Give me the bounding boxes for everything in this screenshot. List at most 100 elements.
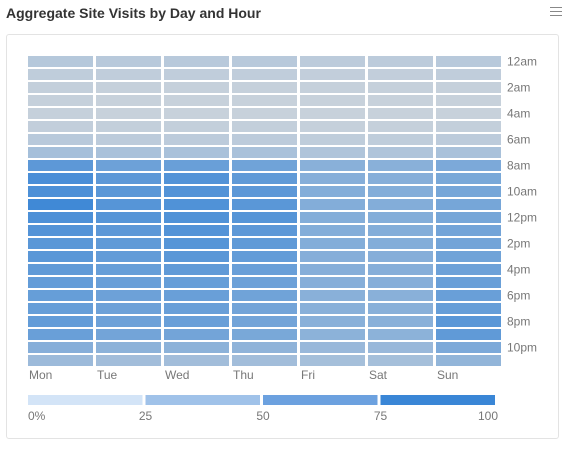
heatmap-cell[interactable]: Fri 10pm: 40 bbox=[300, 342, 365, 353]
heatmap-cell[interactable]: Sat 10pm: 40 bbox=[368, 342, 433, 353]
legend-color-band[interactable] bbox=[28, 395, 143, 405]
heatmap-cell[interactable]: Sat 12am: 18 bbox=[368, 56, 433, 67]
heatmap-cell[interactable]: Sun 4am: 11 bbox=[436, 108, 501, 119]
heatmap-cell[interactable]: Fri 11pm: 32 bbox=[300, 355, 365, 366]
heatmap-cell[interactable]: Fri 10am: 54 bbox=[300, 186, 365, 197]
heatmap-cell[interactable]: Tue 1am: 15 bbox=[96, 69, 161, 80]
heatmap-cell[interactable]: Wed 7pm: 70 bbox=[164, 303, 229, 314]
heatmap-cell[interactable]: Fri 5pm: 52 bbox=[300, 277, 365, 288]
heatmap-cell[interactable]: Thu 1pm: 78 bbox=[232, 225, 297, 236]
heatmap-cell[interactable]: Sun 10pm: 58 bbox=[436, 342, 501, 353]
heatmap-cell[interactable]: Mon 12am: 22 bbox=[28, 56, 93, 67]
heatmap-cell[interactable]: Wed 3am: 11 bbox=[164, 95, 229, 106]
heatmap-cell[interactable]: Sat 5am: 12 bbox=[368, 121, 433, 132]
heatmap-cell[interactable]: Thu 7am: 30 bbox=[232, 147, 297, 158]
heatmap-cell[interactable]: Wed 9am: 84 bbox=[164, 173, 229, 184]
heatmap-cell[interactable]: Mon 3pm: 80 bbox=[28, 251, 93, 262]
heatmap-cell[interactable]: Wed 10pm: 48 bbox=[164, 342, 229, 353]
heatmap-cell[interactable]: Mon 9am: 90 bbox=[28, 173, 93, 184]
heatmap-cell[interactable]: Sun 6am: 18 bbox=[436, 134, 501, 145]
heatmap-cell[interactable]: Sun 5am: 13 bbox=[436, 121, 501, 132]
heatmap-cell[interactable]: Tue 9am: 78 bbox=[96, 173, 161, 184]
heatmap-cell[interactable]: Sat 5pm: 52 bbox=[368, 277, 433, 288]
heatmap-cell[interactable]: Thu 11pm: 34 bbox=[232, 355, 297, 366]
heatmap-cell[interactable]: Wed 4pm: 76 bbox=[164, 264, 229, 275]
heatmap-cell[interactable]: Tue 11am: 82 bbox=[96, 199, 161, 210]
heatmap-cell[interactable]: Sun 12am: 20 bbox=[436, 56, 501, 67]
legend-color-band[interactable] bbox=[145, 395, 261, 405]
heatmap-cell[interactable]: Fri 12pm: 54 bbox=[300, 212, 365, 223]
heatmap-cell[interactable]: Sat 8pm: 50 bbox=[368, 316, 433, 327]
heatmap-cell[interactable]: Fri 11am: 54 bbox=[300, 199, 365, 210]
heatmap-cell[interactable]: Fri 9am: 52 bbox=[300, 173, 365, 184]
heatmap-cell[interactable]: Sun 2pm: 64 bbox=[436, 238, 501, 249]
heatmap-cell[interactable]: Sun 1pm: 64 bbox=[436, 225, 501, 236]
heatmap-cell[interactable]: Thu 9pm: 60 bbox=[232, 329, 297, 340]
heatmap-cell[interactable]: Fri 1pm: 54 bbox=[300, 225, 365, 236]
heatmap-cell[interactable]: Sun 2am: 12 bbox=[436, 82, 501, 93]
heatmap-cell[interactable]: Wed 5pm: 72 bbox=[164, 277, 229, 288]
heatmap-cell[interactable]: Sat 9am: 52 bbox=[368, 173, 433, 184]
heatmap-cell[interactable]: Wed 11am: 86 bbox=[164, 199, 229, 210]
heatmap-cell[interactable]: Sun 3am: 11 bbox=[436, 95, 501, 106]
heatmap-cell[interactable]: Thu 2am: 12 bbox=[232, 82, 297, 93]
heatmap-cell[interactable]: Mon 6pm: 72 bbox=[28, 290, 93, 301]
heatmap-cell[interactable]: Fri 4pm: 52 bbox=[300, 264, 365, 275]
heatmap-cell[interactable]: Sun 8pm: 80 bbox=[436, 316, 501, 327]
heatmap-cell[interactable]: Fri 5am: 12 bbox=[300, 121, 365, 132]
heatmap-cell[interactable]: Wed 10am: 84 bbox=[164, 186, 229, 197]
heatmap-cell[interactable]: Fri 12am: 18 bbox=[300, 56, 365, 67]
heatmap-cell[interactable]: Wed 11pm: 34 bbox=[164, 355, 229, 366]
heatmap-cell[interactable]: Sat 9pm: 48 bbox=[368, 329, 433, 340]
heatmap-cell[interactable]: Sun 9pm: 76 bbox=[436, 329, 501, 340]
heatmap-cell[interactable]: Sat 3am: 11 bbox=[368, 95, 433, 106]
heatmap-cell[interactable]: Tue 11pm: 34 bbox=[96, 355, 161, 366]
heatmap-cell[interactable]: Tue 2am: 12 bbox=[96, 82, 161, 93]
heatmap-cell[interactable]: Wed 1pm: 84 bbox=[164, 225, 229, 236]
heatmap-cell[interactable]: Mon 9pm: 70 bbox=[28, 329, 93, 340]
heatmap-cell[interactable]: Wed 7am: 30 bbox=[164, 147, 229, 158]
heatmap-cell[interactable]: Sat 3pm: 52 bbox=[368, 251, 433, 262]
heatmap-cell[interactable]: Fri 4am: 11 bbox=[300, 108, 365, 119]
heatmap-cell[interactable]: Tue 6am: 18 bbox=[96, 134, 161, 145]
heatmap-cell[interactable]: Thu 10am: 78 bbox=[232, 186, 297, 197]
heatmap-cell[interactable]: Fri 3pm: 52 bbox=[300, 251, 365, 262]
heatmap-cell[interactable]: Thu 7pm: 64 bbox=[232, 303, 297, 314]
heatmap-cell[interactable]: Fri 1am: 14 bbox=[300, 69, 365, 80]
heatmap-cell[interactable]: Thu 6pm: 66 bbox=[232, 290, 297, 301]
heatmap-cell[interactable]: Thu 11am: 80 bbox=[232, 199, 297, 210]
heatmap-cell[interactable]: Tue 4pm: 72 bbox=[96, 264, 161, 275]
heatmap-cell[interactable]: Sun 11am: 62 bbox=[436, 199, 501, 210]
heatmap-cell[interactable]: Thu 3pm: 74 bbox=[232, 251, 297, 262]
heatmap-cell[interactable]: Mon 10am: 88 bbox=[28, 186, 93, 197]
heatmap-cell[interactable]: Sat 6am: 16 bbox=[368, 134, 433, 145]
heatmap-cell[interactable]: Sat 1am: 14 bbox=[368, 69, 433, 80]
heatmap-cell[interactable]: Sat 7am: 26 bbox=[368, 147, 433, 158]
heatmap-cell[interactable]: Tue 10am: 80 bbox=[96, 186, 161, 197]
heatmap-cell[interactable]: Tue 8pm: 68 bbox=[96, 316, 161, 327]
heatmap-cell[interactable]: Mon 6am: 20 bbox=[28, 134, 93, 145]
heatmap-cell[interactable]: Mon 10pm: 52 bbox=[28, 342, 93, 353]
heatmap-cell[interactable]: Wed 1am: 15 bbox=[164, 69, 229, 80]
heatmap-cell[interactable]: Mon 8am: 78 bbox=[28, 160, 93, 171]
legend-color-band[interactable] bbox=[263, 395, 378, 405]
heatmap-cell[interactable]: Fri 6pm: 50 bbox=[300, 290, 365, 301]
heatmap-cell[interactable]: Fri 3am: 11 bbox=[300, 95, 365, 106]
heatmap-cell[interactable]: Thu 5am: 13 bbox=[232, 121, 297, 132]
heatmap-cell[interactable]: Wed 4am: 11 bbox=[164, 108, 229, 119]
heatmap-cell[interactable]: Fri 8am: 50 bbox=[300, 160, 365, 171]
heatmap-cell[interactable]: Mon 4am: 12 bbox=[28, 108, 93, 119]
heatmap-cell[interactable]: Sun 5pm: 70 bbox=[436, 277, 501, 288]
heatmap-cell[interactable]: Sat 7pm: 50 bbox=[368, 303, 433, 314]
heatmap-cell[interactable]: Mon 12pm: 88 bbox=[28, 212, 93, 223]
heatmap-cell[interactable]: Tue 1pm: 78 bbox=[96, 225, 161, 236]
heatmap-cell[interactable]: Mon 5pm: 74 bbox=[28, 277, 93, 288]
heatmap-cell[interactable]: Thu 4am: 11 bbox=[232, 108, 297, 119]
heatmap-cell[interactable]: Wed 6pm: 70 bbox=[164, 290, 229, 301]
heatmap-cell[interactable]: Tue 2pm: 76 bbox=[96, 238, 161, 249]
heatmap-cell[interactable]: Mon 3am: 12 bbox=[28, 95, 93, 106]
heatmap-cell[interactable]: Sat 4pm: 52 bbox=[368, 264, 433, 275]
heatmap-cell[interactable]: Sun 7am: 30 bbox=[436, 147, 501, 158]
heatmap-cell[interactable]: Sat 2pm: 54 bbox=[368, 238, 433, 249]
legend-color-band[interactable] bbox=[380, 395, 496, 405]
